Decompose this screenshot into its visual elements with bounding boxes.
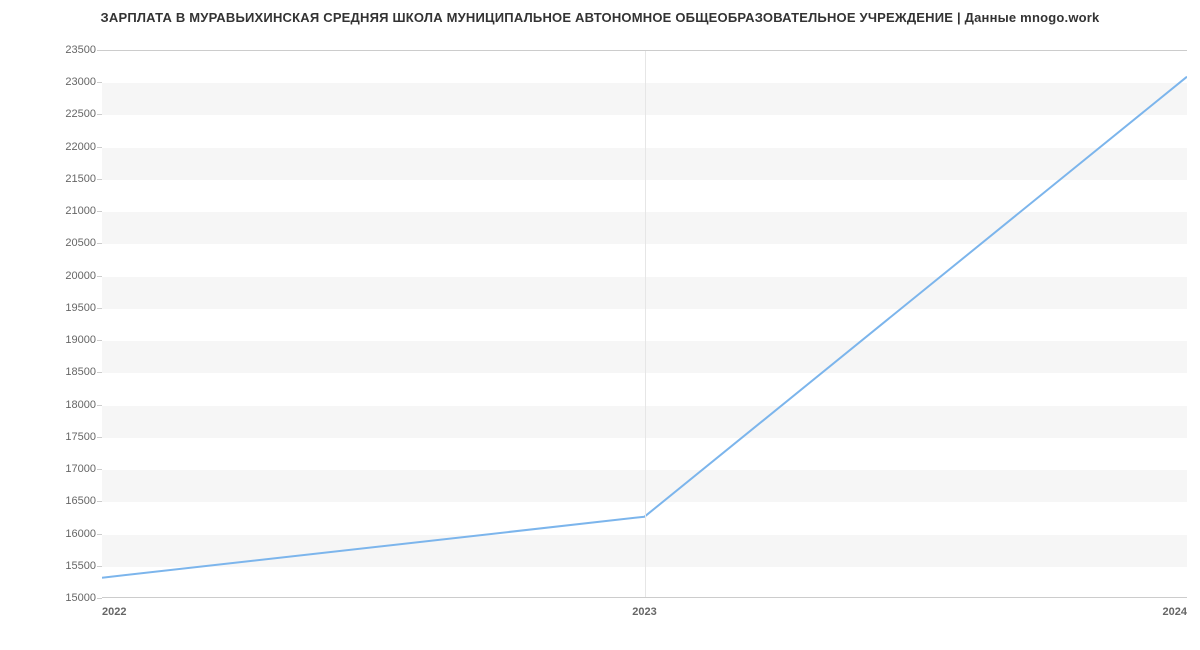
y-tick-mark <box>97 308 102 309</box>
y-tick-label: 23000 <box>65 76 96 88</box>
y-tick-label: 15000 <box>65 592 96 604</box>
y-tick-mark <box>97 243 102 244</box>
x-tick-label: 2023 <box>632 606 656 618</box>
y-tick-mark <box>97 437 102 438</box>
y-tick-label: 21500 <box>65 173 96 185</box>
plot-area <box>102 50 1187 598</box>
y-tick-mark <box>97 372 102 373</box>
y-tick-mark <box>97 276 102 277</box>
chart-container: ЗАРПЛАТА В МУРАВЬИХИНСКАЯ СРЕДНЯЯ ШКОЛА … <box>0 0 1200 650</box>
plot-wrap: 1500015500160001650017000175001800018500… <box>102 50 1187 598</box>
y-tick-mark <box>97 147 102 148</box>
y-tick-label: 23500 <box>65 44 96 56</box>
y-tick-label: 20000 <box>65 270 96 282</box>
y-tick-label: 20500 <box>65 237 96 249</box>
y-tick-label: 22000 <box>65 141 96 153</box>
y-tick-mark <box>97 211 102 212</box>
y-tick-label: 18500 <box>65 366 96 378</box>
y-tick-label: 21000 <box>65 205 96 217</box>
x-tick-label: 2022 <box>102 606 126 618</box>
y-tick-mark <box>97 340 102 341</box>
y-tick-label: 17500 <box>65 431 96 443</box>
y-tick-label: 18000 <box>65 399 96 411</box>
y-tick-mark <box>97 114 102 115</box>
x-grid-line <box>645 51 646 597</box>
y-tick-label: 15500 <box>65 560 96 572</box>
y-tick-label: 16000 <box>65 528 96 540</box>
chart-title: ЗАРПЛАТА В МУРАВЬИХИНСКАЯ СРЕДНЯЯ ШКОЛА … <box>0 0 1200 25</box>
y-tick-mark <box>97 501 102 502</box>
y-tick-label: 19000 <box>65 334 96 346</box>
y-tick-mark <box>97 82 102 83</box>
y-tick-label: 16500 <box>65 495 96 507</box>
y-tick-mark <box>97 598 102 599</box>
y-tick-mark <box>97 534 102 535</box>
y-tick-mark <box>97 179 102 180</box>
y-tick-label: 17000 <box>65 463 96 475</box>
y-tick-label: 22500 <box>65 108 96 120</box>
y-tick-mark <box>97 405 102 406</box>
x-tick-label: 2024 <box>1163 606 1187 618</box>
y-tick-mark <box>97 566 102 567</box>
y-tick-label: 19500 <box>65 302 96 314</box>
y-tick-mark <box>97 50 102 51</box>
y-tick-mark <box>97 469 102 470</box>
